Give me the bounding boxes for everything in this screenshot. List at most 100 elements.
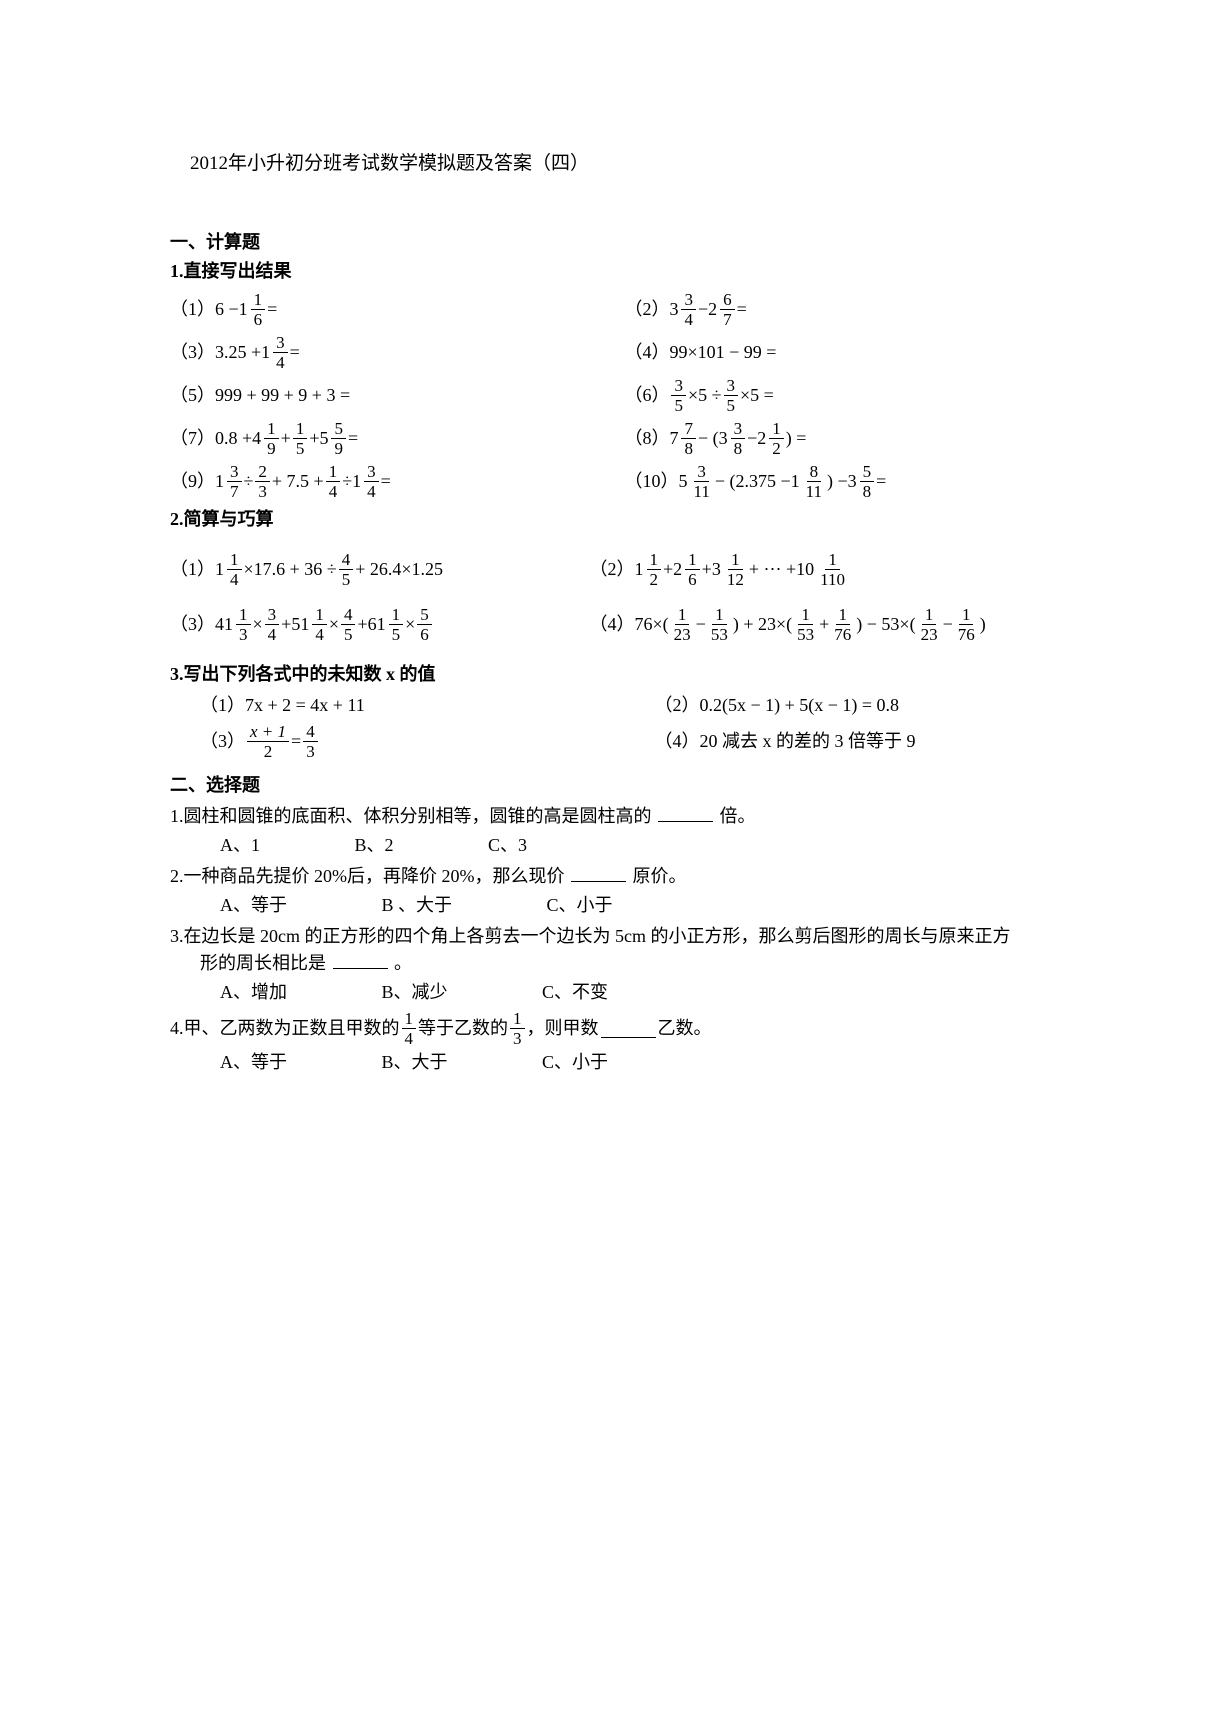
calc-q5: 999 + 99 + 9 + 3 = [215,382,350,409]
d: 8 [731,439,746,457]
q-num: （1） [170,296,215,323]
q-num: （4） [624,339,669,366]
n: 1 [675,606,690,625]
text: × [405,611,415,638]
calc-q10: 5311 − (2.375 − 1811 ) − 358 = [678,463,886,500]
text: 76×( [635,611,669,638]
text: − [943,611,953,638]
w: 2 [708,296,717,323]
calc-row: （3） 3.25 + 134 = （4） 99×101 − 99 = [170,334,1044,371]
opt-a: A、增加 [220,982,287,1002]
q-num: （1） [170,556,215,583]
d: 2 [769,439,784,457]
n: 3 [227,463,242,482]
n: 8 [807,463,822,482]
solve-q1: 7x + 2 = 4x + 11 [245,692,365,719]
text: + [309,425,319,452]
text: = [737,296,747,323]
blank [333,950,388,969]
simp-q4: 76×( 123 − 153 ) + 23×( 153 + 176 ) − 53… [635,606,986,643]
w: 3 [669,296,678,323]
opt-a: A、1 [220,835,260,855]
d: 3 [236,625,251,643]
opt-c: C、3 [488,835,527,855]
sub-1-1-heading: 1.直接写出结果 [170,258,1044,285]
text: + ··· + [749,556,796,583]
opt-b: B、减少 [382,982,448,1002]
d: 4 [265,625,280,643]
q-text-line2: 形的周长相比是 [200,953,326,973]
d: 4 [364,482,379,500]
n: 7 [681,420,696,439]
text: 0.8 + [215,425,252,452]
d: 3 [255,482,270,500]
n: 4 [339,551,354,570]
q-text: 4.甲、乙两数为正数且甲数的 [170,1015,400,1042]
text: × [329,611,339,638]
w: 2 [673,556,682,583]
n: 1 [769,420,784,439]
text: ÷ [342,468,352,495]
n: 1 [293,420,308,439]
d: 6 [685,570,700,588]
text: + [357,611,367,638]
n: 1 [959,606,974,625]
n: 3 [731,420,746,439]
q-text: 乙数。 [658,1015,712,1042]
q-text: 倍。 [720,806,756,826]
d: 4 [402,1029,417,1047]
opt-b: B、2 [355,835,394,855]
solve-q3: x + 12 = 43 [245,723,320,760]
n: 1 [836,606,851,625]
choice-q3: 3.在边长是 20cm 的正方形的四个角上各剪去一个边长为 5cm 的小正方形，… [170,923,1044,1006]
text: − [696,611,706,638]
n: 1 [312,606,327,625]
n: 1 [236,606,251,625]
opt-c: C、不变 [542,982,608,1002]
text: = [290,339,300,366]
text: × [253,611,263,638]
solve-q4: 20 减去 x 的差的 3 倍等于 9 [699,728,915,755]
n: 4 [303,723,318,742]
w: 2 [757,425,766,452]
w: 1 [261,339,270,366]
d: 5 [341,625,356,643]
n: 3 [273,334,288,353]
blank [658,803,713,822]
n: 5 [331,420,346,439]
calc-q6: 35 ×5 ÷ 35 ×5 = [669,377,773,414]
w: 1 [239,296,248,323]
n: 4 [341,606,356,625]
n: 1 [389,606,404,625]
text: + [702,556,712,583]
text: ) − 53×( [856,611,915,638]
page: 2012年小升初分班考试数学模拟题及答案（四） 一、计算题 1.直接写出结果 （… [0,0,1214,1680]
q-num: （3） [170,339,215,366]
w: 1 [635,556,644,583]
w: 10 [796,556,814,583]
section-1-heading: 一、计算题 [170,229,1044,256]
text: + [281,425,291,452]
calc-q9: 137 ÷ 23 + 7.5 + 14 ÷ 134 = [215,463,391,500]
text: ) [980,611,986,638]
d: 5 [671,396,686,414]
n: 1 [798,606,813,625]
d: 11 [803,482,825,500]
q-text: 。 [394,953,412,973]
d: 2 [647,570,662,588]
text: ×5 ÷ [688,382,722,409]
n: 3 [265,606,280,625]
q-num: （5） [170,382,215,409]
w: 1 [352,468,361,495]
calc-q4: 99×101 − 99 = [669,339,776,366]
w: 7 [669,425,678,452]
opt-c: C、小于 [547,895,613,915]
q-text: 2.一种商品先提价 20%后，再降价 20%，那么现价 [170,866,565,886]
d: 76 [831,625,854,643]
calc-row: （1） 6 − 116 = （2） 334 − 267 = [170,291,1044,328]
blank [571,863,626,882]
d: 6 [251,310,266,328]
d: 8 [681,439,696,457]
d: 12 [724,570,747,588]
opt-c: C、小于 [542,1052,608,1072]
